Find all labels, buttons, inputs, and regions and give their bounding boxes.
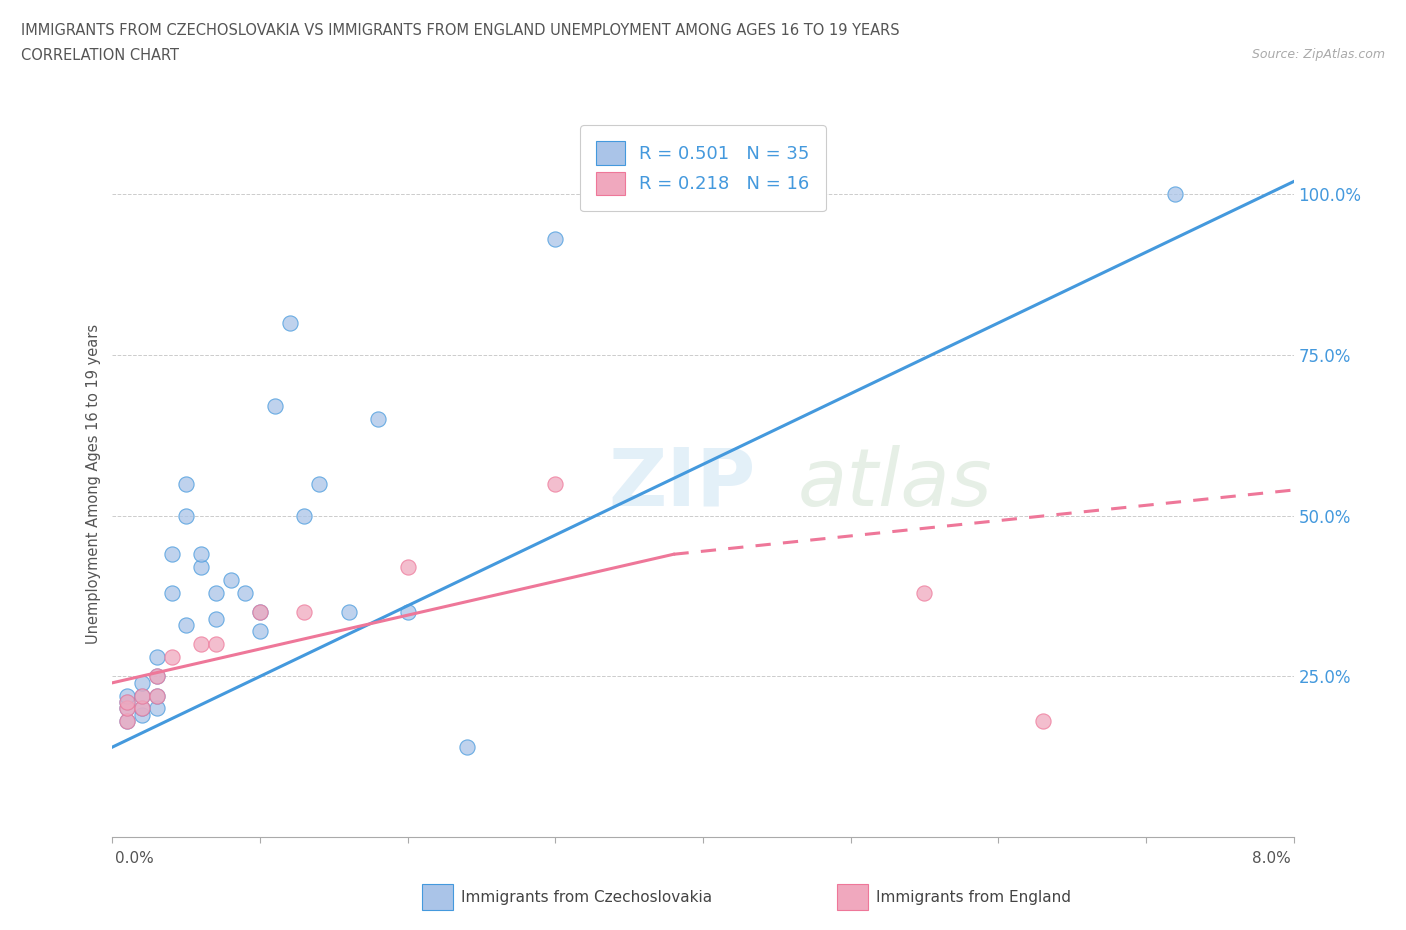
Point [233, 585, 256, 600]
Point [337, 604, 360, 619]
Point [117, 714, 138, 729]
Point [249, 604, 271, 619]
Point [205, 637, 228, 652]
Legend: R = 0.501   N = 35, R = 0.218   N = 16: R = 0.501 N = 35, R = 0.218 N = 16 [579, 126, 827, 211]
Point [367, 412, 389, 427]
Text: atlas: atlas [797, 445, 993, 523]
Point [131, 708, 153, 723]
Point [174, 509, 197, 524]
Point [264, 399, 287, 414]
Point [117, 695, 138, 710]
Point [117, 701, 138, 716]
Point [117, 701, 138, 716]
Point [131, 701, 153, 716]
Text: Immigrants from Czechoslovakia: Immigrants from Czechoslovakia [461, 890, 713, 905]
Point [131, 675, 153, 690]
Text: 8.0%: 8.0% [1251, 851, 1291, 866]
Point [160, 547, 183, 562]
Point [190, 637, 212, 652]
Point [205, 611, 228, 626]
Point [117, 695, 138, 710]
Point [292, 604, 315, 619]
Point [396, 604, 419, 619]
Point [146, 701, 169, 716]
Point [396, 560, 419, 575]
Text: Immigrants from England: Immigrants from England [876, 890, 1071, 905]
Point [914, 585, 936, 600]
Point [160, 650, 183, 665]
Y-axis label: Unemployment Among Ages 16 to 19 years: Unemployment Among Ages 16 to 19 years [86, 324, 101, 644]
Point [190, 547, 212, 562]
Point [544, 476, 567, 491]
Point [146, 669, 169, 684]
Point [249, 604, 271, 619]
Text: Source: ZipAtlas.com: Source: ZipAtlas.com [1251, 48, 1385, 61]
Point [131, 688, 153, 703]
Point [174, 476, 197, 491]
Point [146, 669, 169, 684]
Point [219, 573, 242, 588]
Point [292, 509, 315, 524]
Point [544, 232, 567, 246]
Point [174, 618, 197, 632]
Point [131, 701, 153, 716]
Point [205, 585, 228, 600]
Point [160, 585, 183, 600]
Point [131, 688, 153, 703]
Text: 0.0%: 0.0% [115, 851, 155, 866]
Point [117, 714, 138, 729]
Point [146, 650, 169, 665]
Point [1164, 187, 1187, 202]
Point [146, 688, 169, 703]
Text: ZIP: ZIP [609, 445, 756, 523]
Point [249, 624, 271, 639]
Point [190, 560, 212, 575]
Point [456, 739, 478, 754]
Point [117, 688, 138, 703]
Point [1032, 714, 1054, 729]
Point [146, 688, 169, 703]
Text: IMMIGRANTS FROM CZECHOSLOVAKIA VS IMMIGRANTS FROM ENGLAND UNEMPLOYMENT AMONG AGE: IMMIGRANTS FROM CZECHOSLOVAKIA VS IMMIGR… [21, 23, 900, 38]
Text: CORRELATION CHART: CORRELATION CHART [21, 48, 179, 63]
Point [308, 476, 330, 491]
Point [278, 315, 301, 330]
